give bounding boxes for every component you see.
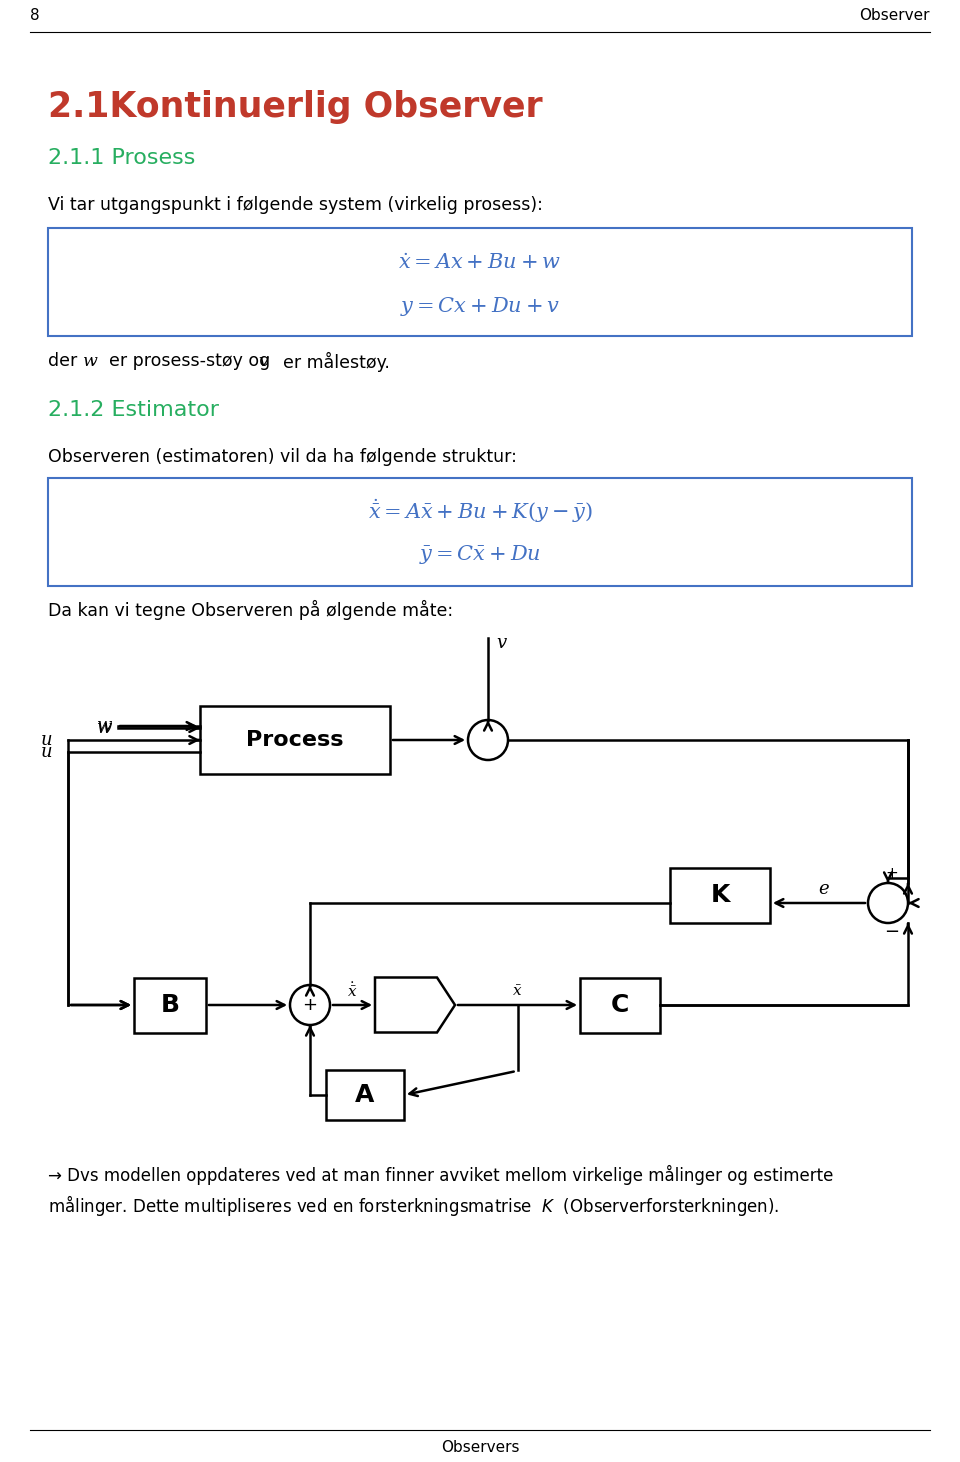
Bar xyxy=(48,478,912,586)
Text: Process: Process xyxy=(247,730,344,750)
Circle shape xyxy=(868,883,908,923)
Text: Observeren (estimatoren) vil da ha følgende struktur:: Observeren (estimatoren) vil da ha følge… xyxy=(48,447,516,466)
Text: 2.1.2 Estimator: 2.1.2 Estimator xyxy=(48,401,219,420)
Text: $w$: $w$ xyxy=(96,716,113,735)
Bar xyxy=(670,867,770,923)
Text: $u$: $u$ xyxy=(39,731,52,749)
Text: er målestøy.: er målestøy. xyxy=(272,352,390,371)
Text: C: C xyxy=(611,993,629,1018)
Text: $y = Cx + Du + v$: $y = Cx + Du + v$ xyxy=(400,294,560,317)
Text: A: A xyxy=(355,1083,374,1107)
Text: der: der xyxy=(48,352,88,370)
Text: Observer: Observer xyxy=(859,9,930,23)
Text: 2.1Kontinuerlig Observer: 2.1Kontinuerlig Observer xyxy=(48,91,542,124)
Text: −: − xyxy=(884,923,900,942)
Text: Vi tar utgangspunkt i følgende system (virkelig prosess):: Vi tar utgangspunkt i følgende system (v… xyxy=(48,196,542,213)
Bar xyxy=(326,1070,404,1120)
Text: $v$: $v$ xyxy=(258,352,270,370)
Circle shape xyxy=(290,985,330,1025)
Text: 2.1.1 Prosess: 2.1.1 Prosess xyxy=(48,148,196,168)
Text: $\bar{y} = C\bar{x} + Du$: $\bar{y} = C\bar{x} + Du$ xyxy=(420,542,540,566)
Text: er prosess-støy og: er prosess-støy og xyxy=(98,352,281,370)
Text: Da kan vi tegne Observeren på ølgende måte:: Da kan vi tegne Observeren på ølgende må… xyxy=(48,599,453,620)
Bar xyxy=(134,978,206,1032)
Text: $\dot{\bar{x}} = A\bar{x} + Bu + K(y - \bar{y})$: $\dot{\bar{x}} = A\bar{x} + Bu + K(y - \… xyxy=(368,497,592,525)
Text: Observers: Observers xyxy=(441,1440,519,1456)
Bar xyxy=(200,706,390,773)
Bar xyxy=(580,978,660,1032)
Circle shape xyxy=(468,719,508,760)
Text: B: B xyxy=(160,993,180,1018)
Text: $u$: $u$ xyxy=(39,743,52,762)
Polygon shape xyxy=(375,978,455,1032)
Text: $w$: $w$ xyxy=(82,352,99,370)
Text: 8: 8 xyxy=(30,9,39,23)
Text: $\bar{x}$: $\bar{x}$ xyxy=(513,984,522,999)
Text: → Dvs modellen oppdateres ved at man finner avviket mellom virkelige målinger og: → Dvs modellen oppdateres ved at man fin… xyxy=(48,1165,833,1186)
Text: K: K xyxy=(710,883,730,906)
Text: $w$: $w$ xyxy=(96,719,113,737)
Text: $\dot{\bar{x}}$: $\dot{\bar{x}}$ xyxy=(348,982,358,1000)
Text: +: + xyxy=(302,996,318,1015)
Text: målinger. Dette multipliseres ved en forsterkningsmatrise  $K$  (Observerforster: målinger. Dette multipliseres ved en for… xyxy=(48,1193,780,1218)
Text: $\dot{x} = Ax + Bu + w$: $\dot{x} = Ax + Bu + w$ xyxy=(398,253,562,273)
Text: +: + xyxy=(886,867,899,882)
Text: $v$: $v$ xyxy=(496,635,508,652)
Text: $e$: $e$ xyxy=(818,880,830,898)
Bar xyxy=(48,228,912,336)
